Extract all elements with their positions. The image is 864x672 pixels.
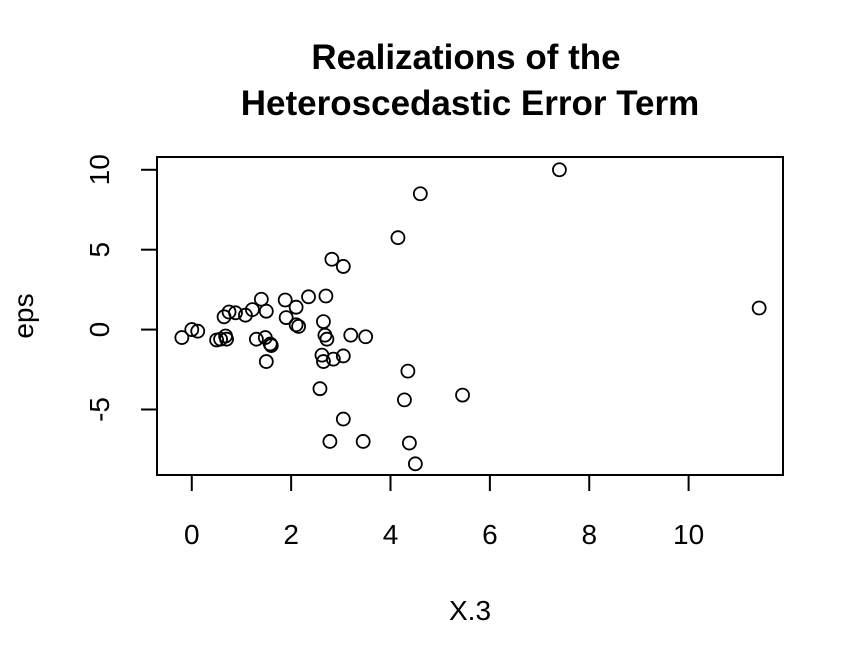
data-point	[322, 434, 338, 449]
data-point	[390, 230, 406, 246]
x-tick-label: 0	[184, 519, 200, 550]
data-point	[190, 323, 206, 339]
y-axis: -5 0 5 10	[84, 154, 158, 422]
data-point	[228, 305, 243, 321]
data-point	[319, 331, 335, 347]
data-point	[258, 354, 274, 369]
data-point	[335, 411, 351, 427]
data-point	[219, 331, 234, 347]
data-point	[318, 288, 334, 304]
chart-title-line-2: Heteroscedastic Error Term	[241, 84, 699, 123]
data-point	[325, 351, 341, 367]
x-tick-label: 4	[383, 519, 399, 550]
data-point	[291, 318, 306, 334]
x-tick-label: 6	[482, 519, 498, 550]
x-tick-label: 2	[283, 519, 299, 550]
data-point	[412, 186, 428, 202]
data-point	[407, 456, 423, 472]
data-point	[301, 289, 316, 305]
data-point	[288, 317, 304, 333]
data-point	[253, 291, 269, 307]
data-point	[751, 300, 767, 316]
data-point	[244, 302, 260, 318]
data-points	[174, 162, 767, 472]
data-point	[343, 327, 359, 343]
y-tick-label: 0	[84, 322, 115, 338]
data-point	[455, 387, 470, 403]
data-point	[174, 330, 190, 345]
data-point	[335, 348, 351, 364]
data-point	[400, 363, 416, 379]
data-point	[355, 434, 371, 449]
data-point	[335, 259, 351, 274]
data-point	[263, 338, 279, 353]
x-tick-label: 10	[673, 519, 704, 550]
data-point	[277, 292, 293, 308]
chart-title-line-1: Realizations of the	[311, 38, 620, 77]
data-point	[278, 310, 294, 325]
y-tick-label: -5	[84, 397, 115, 422]
data-point	[397, 392, 412, 408]
x-axis-label: X.3	[449, 595, 491, 626]
data-point	[401, 435, 417, 451]
y-axis-label: eps	[8, 293, 39, 338]
data-point	[324, 251, 340, 267]
data-point	[316, 354, 331, 369]
data-point	[288, 299, 304, 315]
data-point	[316, 314, 331, 329]
data-point	[358, 329, 374, 345]
data-point	[221, 304, 237, 320]
data-point	[258, 303, 274, 319]
data-point	[184, 322, 200, 337]
data-point	[312, 381, 328, 397]
data-point	[248, 331, 264, 347]
y-tick-label: 10	[84, 154, 115, 185]
x-tick-label: 8	[581, 519, 597, 550]
y-tick-label: 5	[84, 242, 115, 258]
x-axis: 0 2 4 6 8 10	[184, 474, 704, 550]
data-point	[552, 162, 567, 178]
